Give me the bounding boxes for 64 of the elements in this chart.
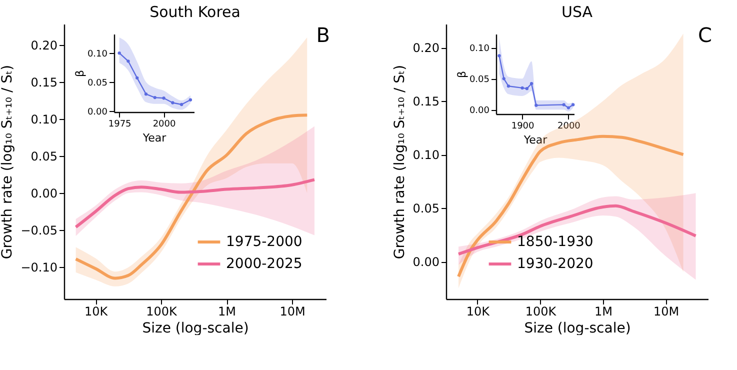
x-tick-label: 10K — [466, 304, 491, 318]
point — [188, 98, 192, 102]
point — [126, 60, 130, 63]
point — [144, 92, 148, 96]
chart-title: South Korea — [150, 3, 240, 21]
y-tick-label: 0.00 — [469, 106, 490, 116]
legend-label: 1975-2000 — [226, 234, 302, 250]
point — [502, 77, 506, 80]
y-axis-title: β — [73, 70, 86, 78]
y-axis-title: Growth rate (log₁₀ Sₜ₊₁₀ / Sₜ) — [0, 64, 16, 260]
y-tick-label: 0.00 — [87, 107, 108, 118]
point — [506, 84, 510, 88]
x-tick-label: 2000 — [558, 122, 581, 132]
y-tick-label: 0.20 — [30, 38, 58, 52]
y-tick-label: 0.10 — [30, 112, 58, 126]
y-tick-label: 0.15 — [30, 75, 58, 90]
x-tick-label: 10M — [653, 304, 680, 318]
legend-label: 2000-2025 — [226, 256, 302, 272]
x-axis-title: Year — [142, 132, 167, 144]
y-tick-label: 0.15 — [412, 94, 440, 109]
y-tick-label: 0.00 — [412, 255, 440, 270]
x-tick-label: 1M — [218, 304, 236, 318]
x-tick-label: 1975 — [108, 120, 132, 130]
annotation: B — [316, 23, 330, 47]
x-tick-label: 100K — [146, 304, 178, 318]
point — [530, 82, 534, 86]
point — [136, 76, 139, 80]
y-tick-label: −0.05 — [20, 224, 58, 238]
legend-label: 1930-2020 — [517, 256, 594, 272]
point — [180, 102, 184, 106]
point — [534, 104, 538, 107]
y-tick-label: 0.05 — [412, 202, 440, 216]
point — [162, 96, 166, 100]
y-tick-label: −0.10 — [20, 260, 58, 275]
point — [171, 101, 174, 104]
x-tick-label: 1M — [594, 304, 613, 318]
x-tick-label: 2000 — [152, 120, 176, 130]
x-tick-label: 100K — [525, 304, 558, 318]
y-axis-title: Growth rate (log₁₀ Sₜ₊₁₀ / Sₜ) — [392, 64, 408, 260]
point — [566, 106, 570, 110]
x-tick-label: 1900 — [511, 122, 535, 132]
line-series — [498, 54, 575, 110]
y-axis-title: β — [455, 70, 468, 78]
y-tick-label: 0.05 — [87, 78, 108, 88]
legend-label: 1850-1930 — [517, 234, 594, 250]
point — [498, 54, 501, 58]
chart-title: USA — [561, 3, 594, 21]
y-tick-label: 0.00 — [30, 186, 58, 201]
y-tick-label: 0.10 — [412, 148, 440, 162]
point — [562, 103, 566, 106]
x-tick-label: 10K — [84, 304, 109, 318]
point — [118, 51, 121, 55]
y-tick-label: 0.05 — [30, 149, 58, 164]
y-tick-label: 0.20 — [412, 41, 440, 56]
annotation: C — [698, 23, 712, 47]
point — [571, 103, 575, 106]
point — [520, 86, 524, 90]
y-tick-label: 0.10 — [469, 44, 490, 54]
x-axis-title: Year — [522, 134, 548, 146]
point — [153, 96, 156, 100]
y-tick-label: 0.05 — [469, 75, 490, 86]
x-tick-label: 10M — [280, 304, 306, 318]
point — [525, 86, 529, 90]
y-tick-label: 0.10 — [87, 50, 108, 60]
